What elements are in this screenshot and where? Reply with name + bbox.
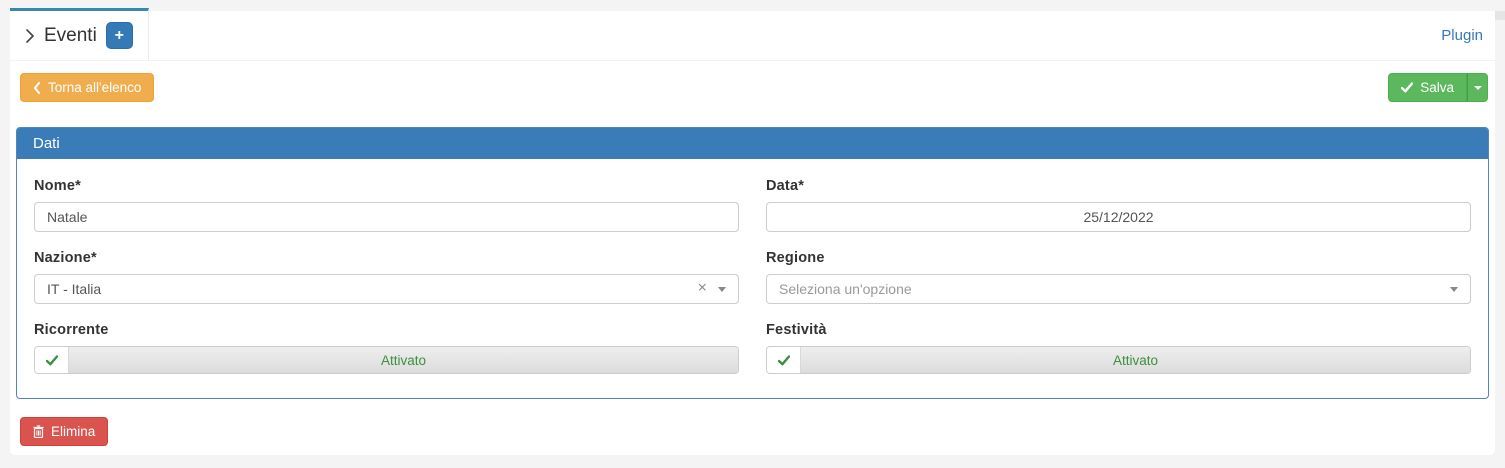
- field-festivita: Festività Attivato: [766, 322, 1471, 374]
- clear-selection-icon[interactable]: ×: [697, 279, 707, 297]
- page-title: Eventi: [44, 24, 97, 46]
- chevron-right-icon: [25, 28, 35, 44]
- save-split-button: Salva: [1388, 73, 1488, 102]
- panel-body: Nome* Data* Nazione* IT - Italia × Regio…: [17, 159, 1488, 398]
- toolbar: Torna all'elenco Salva: [10, 61, 1495, 102]
- save-button[interactable]: Salva: [1388, 73, 1467, 102]
- field-data: Data*: [766, 178, 1471, 232]
- ricorrente-toggle[interactable]: Attivato: [34, 346, 739, 374]
- dropdown-caret-icon: [718, 287, 726, 292]
- save-dropdown-toggle[interactable]: [1467, 73, 1488, 102]
- dropdown-caret-icon: [1450, 287, 1458, 292]
- main-content: Eventi + Plugin Torna all'elenco Salva: [10, 8, 1495, 455]
- nome-input[interactable]: [34, 202, 739, 232]
- dati-panel: Dati Nome* Data* Nazione* IT - Italia × …: [16, 127, 1489, 399]
- festivita-toggle[interactable]: Attivato: [766, 346, 1471, 374]
- festivita-label: Festività: [766, 322, 827, 338]
- save-button-label: Salva: [1420, 80, 1454, 95]
- back-button-label: Torna all'elenco: [48, 80, 142, 95]
- data-label: Data*: [766, 178, 805, 194]
- regione-select[interactable]: Seleziona un'opzione: [766, 274, 1471, 304]
- field-regione: Regione Seleziona un'opzione: [766, 250, 1471, 304]
- plugin-link[interactable]: Plugin: [1441, 27, 1483, 44]
- toggle-check-icon: [35, 347, 69, 373]
- tab-eventi[interactable]: Eventi +: [10, 8, 149, 60]
- add-event-button[interactable]: +: [105, 22, 133, 49]
- delete-button[interactable]: Elimina: [20, 417, 109, 446]
- nazione-label: Nazione*: [34, 250, 97, 266]
- regione-placeholder: Seleziona un'opzione: [779, 281, 912, 297]
- data-input[interactable]: [766, 202, 1471, 232]
- check-icon: [1401, 82, 1414, 93]
- back-to-list-button[interactable]: Torna all'elenco: [20, 73, 155, 102]
- festivita-toggle-state: Attivato: [801, 347, 1470, 373]
- field-ricorrente: Ricorrente Attivato: [34, 322, 739, 374]
- toggle-check-icon: [767, 347, 801, 373]
- nazione-selected-value: IT - Italia: [47, 281, 102, 297]
- delete-row: Elimina: [10, 399, 1495, 446]
- ricorrente-label: Ricorrente: [34, 322, 109, 338]
- tab-bar: Eventi + Plugin: [10, 8, 1495, 61]
- field-nome: Nome*: [34, 178, 739, 232]
- caret-down-icon: [1473, 85, 1482, 90]
- chevron-left-icon: [33, 81, 41, 94]
- regione-label: Regione: [766, 250, 825, 266]
- delete-button-label: Elimina: [51, 424, 96, 439]
- field-nazione: Nazione* IT - Italia ×: [34, 250, 739, 304]
- panel-header: Dati: [17, 128, 1488, 159]
- nome-label: Nome*: [34, 178, 81, 194]
- trash-icon: [33, 425, 44, 438]
- ricorrente-toggle-state: Attivato: [69, 347, 738, 373]
- nazione-select[interactable]: IT - Italia ×: [34, 274, 739, 304]
